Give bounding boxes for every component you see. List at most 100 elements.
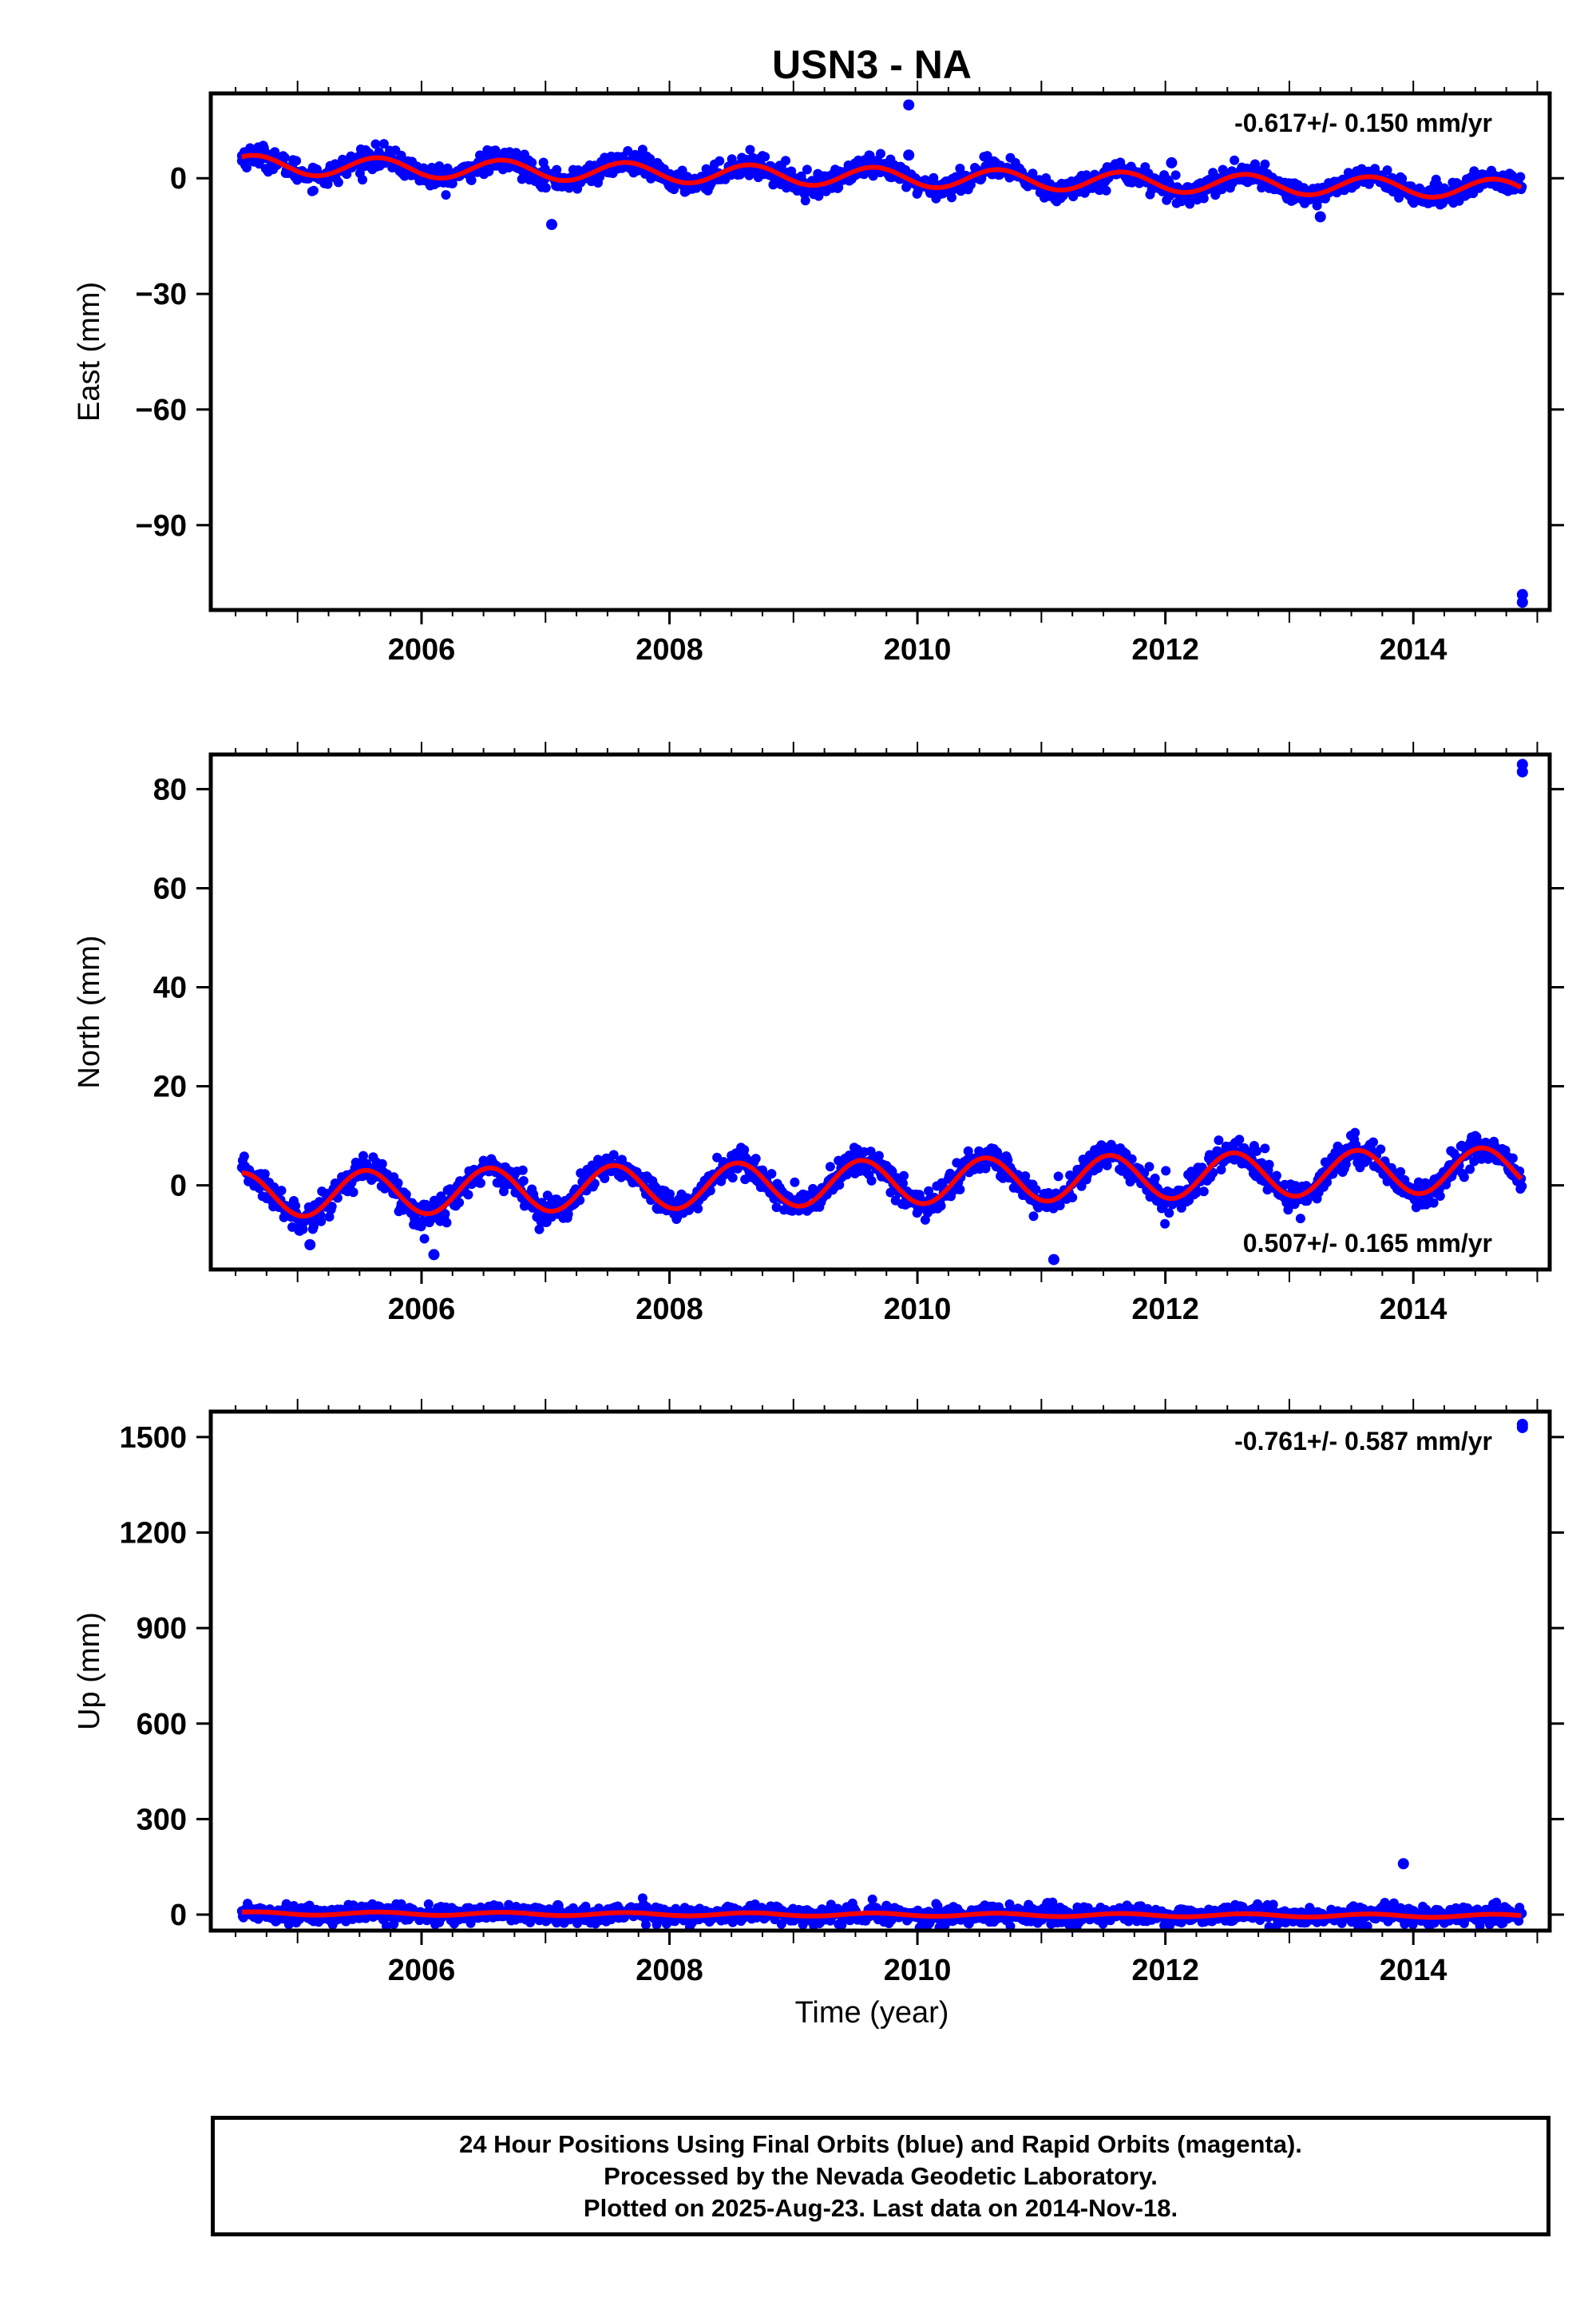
data-point: [491, 160, 501, 171]
outlier-point: [546, 219, 558, 231]
data-point: [1396, 188, 1406, 199]
data-point: [693, 1203, 703, 1214]
y-tick-label: 1500: [119, 1421, 187, 1455]
y-tick-label: −60: [136, 394, 187, 427]
outlier-point: [1516, 758, 1528, 770]
data-point: [1004, 1899, 1015, 1909]
data-point: [333, 177, 343, 188]
y-tick-label: 40: [153, 971, 187, 1004]
data-point: [316, 1216, 327, 1226]
data-point: [1260, 1143, 1270, 1154]
y-tick-label: 1200: [119, 1517, 187, 1551]
data-point: [466, 175, 477, 185]
plot-frame: [208, 752, 1552, 1272]
data-point: [239, 1151, 249, 1162]
data-point: [259, 1169, 270, 1179]
y-tick-label: −90: [136, 509, 187, 543]
outlier-point: [1047, 1254, 1059, 1265]
outlier-point: [903, 149, 915, 161]
x-tick-label: 2010: [884, 633, 952, 667]
data-point: [1170, 170, 1181, 180]
data-point: [834, 1180, 845, 1190]
data-point: [745, 145, 755, 155]
data-point: [665, 1189, 675, 1199]
x-tick-label: 2010: [884, 1293, 952, 1326]
data-point: [276, 1186, 287, 1196]
y-tick-label: 300: [137, 1803, 187, 1836]
data-point: [867, 1894, 877, 1904]
y-tick-label: 20: [153, 1071, 187, 1104]
data-point: [348, 1187, 358, 1198]
x-tick-label: 2008: [636, 1954, 703, 1987]
x-tick-label: 2014: [1380, 633, 1447, 667]
data-point: [866, 1175, 877, 1186]
data-points: [236, 1418, 1528, 1933]
data-point: [705, 1186, 715, 1196]
x-tick-label: 2006: [388, 633, 456, 667]
data-point: [398, 1205, 408, 1215]
outlier-point: [1516, 596, 1528, 608]
data-points: [236, 758, 1528, 1265]
x-tick-label: 2014: [1380, 1954, 1447, 1987]
data-point: [899, 1170, 909, 1181]
data-point: [324, 1212, 335, 1222]
y-tick-label: 0: [170, 162, 187, 196]
data-point: [541, 183, 551, 193]
data-point: [1435, 1191, 1445, 1201]
data-point: [370, 139, 381, 149]
data-point: [1396, 1166, 1406, 1177]
data-point: [517, 1165, 528, 1175]
data-point: [641, 1919, 651, 1930]
x-tick-label: 2008: [636, 1293, 703, 1326]
data-point: [270, 147, 280, 157]
data-point: [1507, 184, 1518, 195]
data-point: [527, 157, 537, 168]
data-point: [1053, 1171, 1063, 1182]
data-point: [898, 1178, 908, 1189]
data-point: [354, 1158, 365, 1168]
data-point: [936, 1201, 946, 1211]
y-tick-label: 0: [170, 1170, 187, 1203]
data-point: [602, 167, 612, 177]
data-point: [1295, 1214, 1305, 1224]
x-tick-label: 2006: [388, 1954, 456, 1987]
data-point: [800, 196, 810, 206]
data-point: [441, 190, 451, 200]
data-point: [1368, 1137, 1378, 1147]
data-point: [298, 1224, 308, 1234]
data-point: [732, 1163, 743, 1174]
data-point: [542, 1190, 552, 1201]
data-point: [814, 191, 824, 201]
data-point: [419, 1234, 430, 1244]
data-point: [327, 1202, 337, 1211]
data-point: [267, 164, 278, 174]
data-point: [242, 163, 251, 172]
data-point: [739, 1145, 750, 1155]
data-point: [463, 1190, 473, 1200]
y-axis-label: Up (mm): [73, 1612, 106, 1730]
data-point: [781, 156, 790, 166]
x-tick-label: 2008: [636, 633, 703, 667]
plot-frame: [208, 91, 1552, 612]
data-point: [1252, 1146, 1261, 1156]
data-point: [727, 1173, 738, 1183]
y-tick-label: 60: [153, 872, 187, 905]
data-point: [440, 1209, 450, 1219]
data-point: [669, 184, 679, 195]
data-point: [1507, 1153, 1518, 1163]
data-point: [825, 1162, 835, 1172]
data-point: [1198, 193, 1209, 204]
data-point: [1214, 1135, 1224, 1146]
data-point: [750, 1154, 761, 1164]
data-point: [1470, 1131, 1480, 1141]
data-point: [963, 1146, 973, 1156]
data-point: [1161, 1166, 1171, 1176]
data-point: [623, 146, 633, 156]
data-point: [600, 1173, 610, 1183]
data-point: [1234, 1135, 1245, 1145]
y-tick-label: 0: [170, 1899, 187, 1932]
x-tick-label: 2010: [884, 1954, 952, 1987]
data-point: [715, 156, 725, 166]
